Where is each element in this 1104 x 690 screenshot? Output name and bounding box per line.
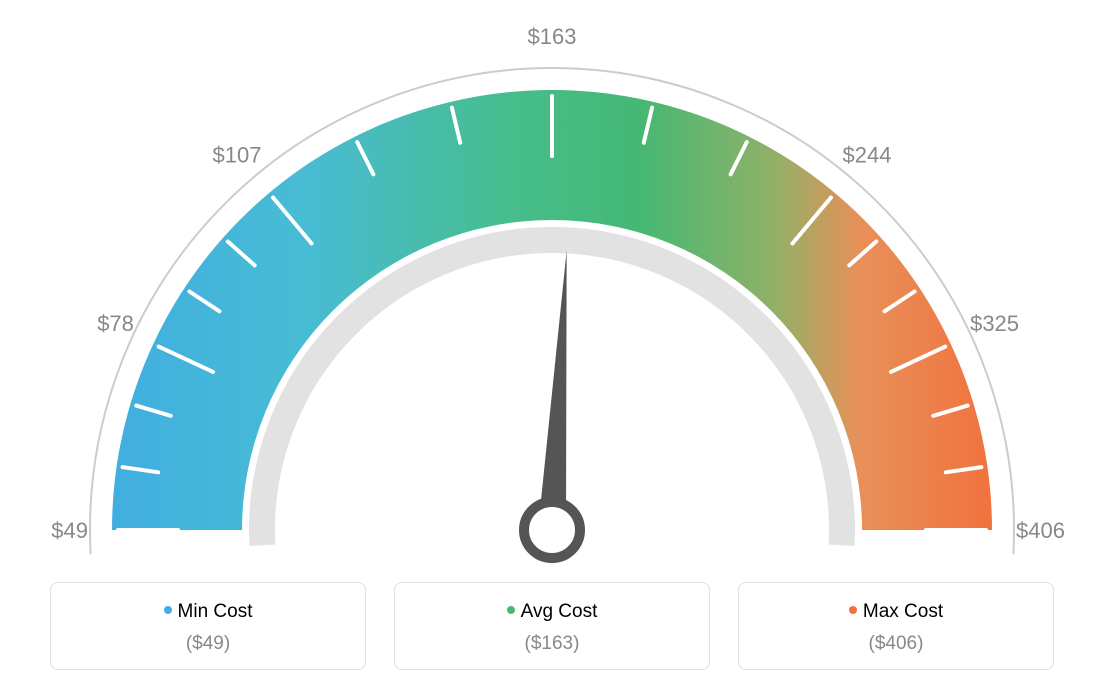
legend-card-min: Min Cost ($49) — [50, 582, 366, 670]
svg-text:$406: $406 — [1016, 518, 1065, 543]
svg-text:$325: $325 — [970, 311, 1019, 336]
legend-card-avg: Avg Cost ($163) — [394, 582, 710, 670]
legend-min-value: ($49) — [61, 633, 355, 655]
legend-card-max: Max Cost ($406) — [738, 582, 1054, 670]
gauge-chart: $49 $78 $107 $163 $244 $325 $406 — [22, 10, 1082, 570]
legend-max-label: Max Cost — [863, 601, 943, 622]
legend-avg-label: Avg Cost — [521, 601, 598, 622]
legend-max-value: ($406) — [749, 633, 1043, 655]
svg-text:$49: $49 — [51, 518, 88, 543]
dot-icon — [849, 606, 857, 614]
legend-max-title: Max Cost — [749, 601, 1043, 623]
legend-min-label: Min Cost — [178, 601, 253, 622]
svg-text:$244: $244 — [842, 143, 891, 168]
legend-row: Min Cost ($49) Avg Cost ($163) Max Cost … — [50, 582, 1054, 670]
svg-text:$78: $78 — [97, 311, 134, 336]
svg-text:$163: $163 — [528, 24, 577, 49]
gauge-svg: $49 $78 $107 $163 $244 $325 $406 — [22, 10, 1082, 570]
svg-text:$107: $107 — [213, 143, 262, 168]
dot-icon — [507, 606, 515, 614]
legend-avg-title: Avg Cost — [405, 601, 699, 623]
dot-icon — [164, 606, 172, 614]
legend-min-title: Min Cost — [61, 601, 355, 623]
legend-avg-value: ($163) — [405, 633, 699, 655]
